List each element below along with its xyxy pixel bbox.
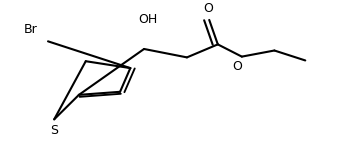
Text: S: S: [50, 124, 58, 137]
Text: OH: OH: [138, 13, 157, 26]
Text: Br: Br: [24, 23, 38, 36]
Text: O: O: [204, 2, 213, 15]
Text: O: O: [233, 60, 242, 73]
